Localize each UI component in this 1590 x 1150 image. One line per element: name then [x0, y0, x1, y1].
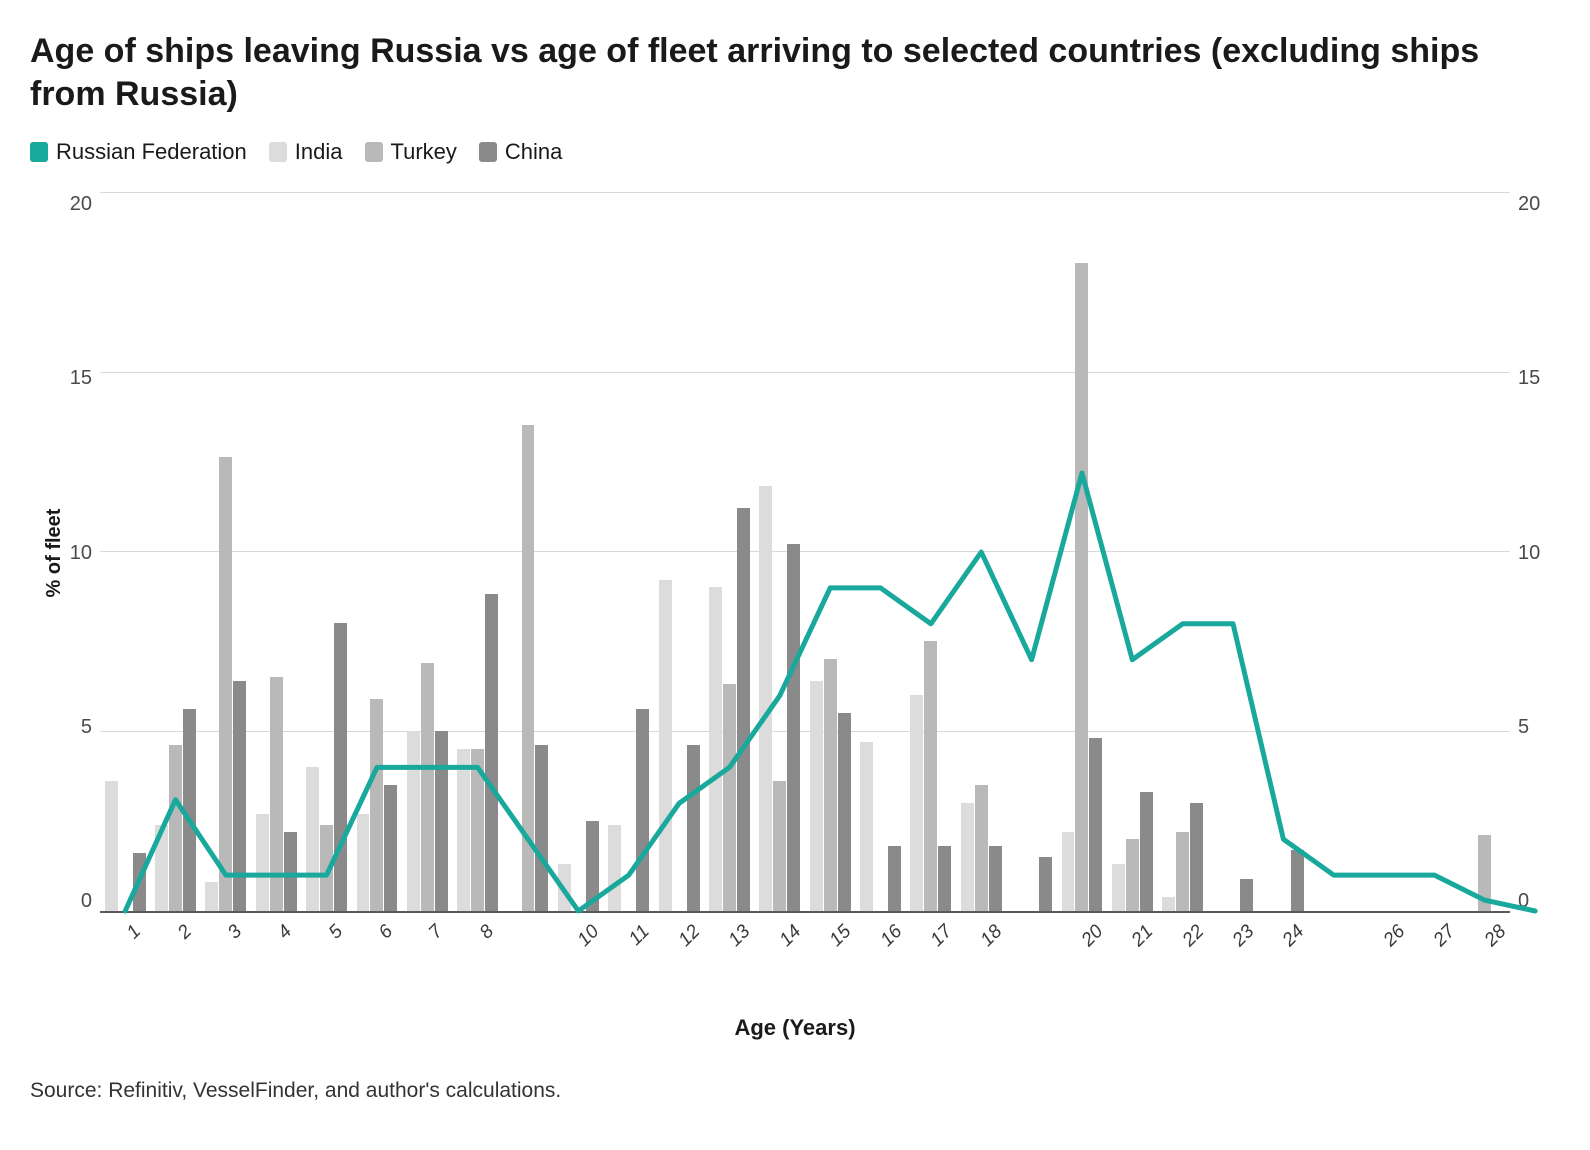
- x-axis-label: Age (Years): [30, 1015, 1560, 1041]
- x-tick: 16: [876, 921, 907, 952]
- legend-label: Turkey: [391, 139, 457, 165]
- x-tick: 2: [173, 921, 196, 944]
- x-tick: 10: [574, 921, 605, 952]
- legend-item: China: [479, 139, 562, 165]
- x-tick: 18: [977, 921, 1008, 952]
- x-tick: 27: [1430, 921, 1461, 952]
- x-tick: 8: [475, 921, 498, 944]
- x-tick: 1: [123, 921, 146, 944]
- x-tick: 3: [224, 921, 247, 944]
- y-tick: 15: [38, 367, 92, 390]
- legend-label: Russian Federation: [56, 139, 247, 165]
- x-tick: 21: [1128, 921, 1159, 952]
- legend-label: India: [295, 139, 343, 165]
- y-tick: 15: [1518, 367, 1552, 390]
- x-tick: 11: [625, 921, 655, 951]
- legend-label: China: [505, 139, 562, 165]
- x-tick: 28: [1480, 921, 1511, 952]
- y-tick: 20: [1518, 193, 1552, 216]
- line-layer: [100, 193, 1510, 911]
- x-tick: 22: [1178, 921, 1209, 952]
- legend-swatch: [479, 142, 497, 162]
- x-tick: 20: [1078, 921, 1109, 952]
- legend-item: Turkey: [365, 139, 457, 165]
- x-tick: 7: [425, 921, 448, 944]
- x-tick: 4: [274, 921, 297, 944]
- y-tick: 5: [1518, 716, 1552, 739]
- x-tick: 26: [1380, 921, 1411, 952]
- legend-swatch: [365, 142, 383, 162]
- x-tick: 6: [375, 921, 398, 944]
- x-tick: 23: [1229, 921, 1260, 952]
- y-tick: 0: [38, 890, 92, 913]
- chart-title: Age of ships leaving Russia vs age of fl…: [30, 30, 1560, 115]
- legend-swatch: [30, 142, 48, 162]
- x-tick: 5: [324, 921, 347, 944]
- y-axis-ticks-right: 20151050: [1510, 193, 1560, 913]
- y-tick: 5: [38, 716, 92, 739]
- legend-item: India: [269, 139, 343, 165]
- x-tick: 24: [1279, 921, 1310, 952]
- plot: [100, 193, 1510, 913]
- y-tick: 10: [1518, 542, 1552, 565]
- x-tick: 12: [675, 921, 706, 952]
- legend-item: Russian Federation: [30, 139, 247, 165]
- legend: Russian Federation India Turkey China: [30, 139, 1560, 165]
- plot-area: % of fleet 20151050 20151050: [30, 193, 1560, 913]
- x-tick: 15: [826, 921, 857, 952]
- legend-swatch: [269, 142, 287, 162]
- x-axis-ticks: 1234567810111213141516171820212223242627…: [100, 913, 1510, 973]
- x-tick: 14: [775, 921, 806, 952]
- x-tick: 13: [725, 921, 756, 952]
- x-tick: 17: [927, 921, 958, 952]
- chart-container: Age of ships leaving Russia vs age of fl…: [30, 30, 1560, 1103]
- y-axis-label: % of fleet: [43, 509, 66, 598]
- source-text: Source: Refinitiv, VesselFinder, and aut…: [30, 1079, 1560, 1103]
- line-series: [125, 473, 1535, 911]
- y-tick: 20: [38, 193, 92, 216]
